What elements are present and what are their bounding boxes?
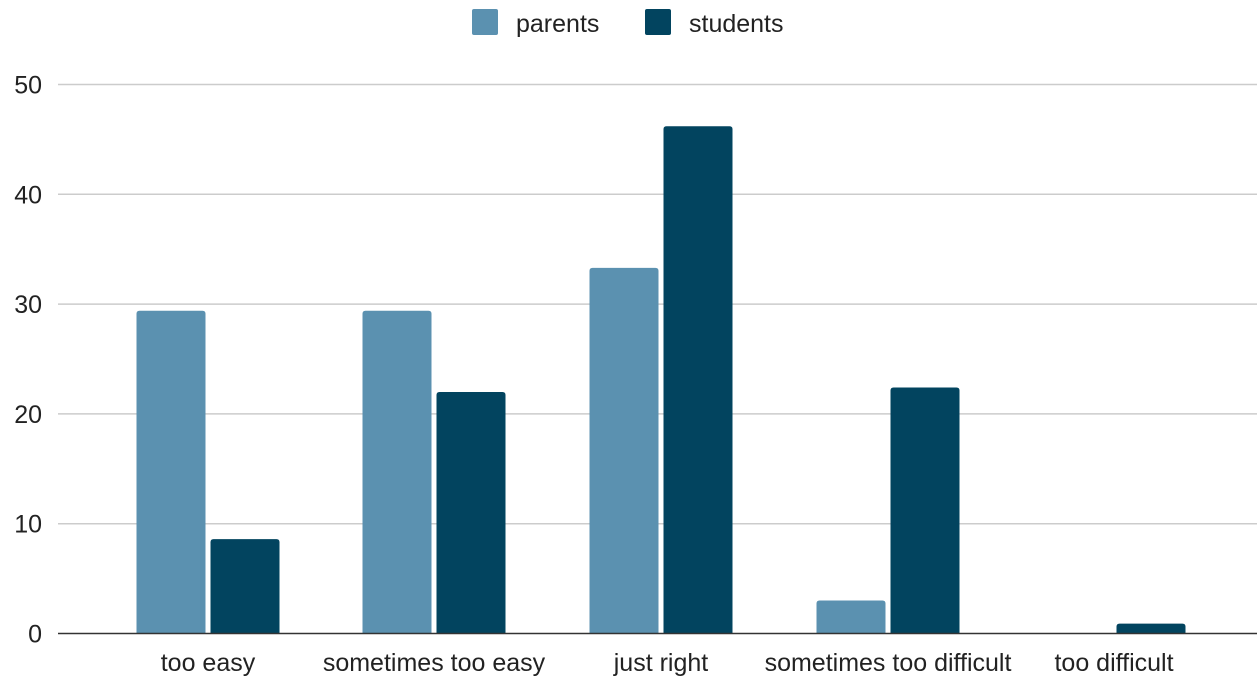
bar-students-just-right (663, 126, 733, 634)
legend-label-parents: parents (516, 10, 599, 38)
bar-students-too-difficult (1116, 623, 1186, 634)
y-tick-label: 30 (14, 291, 42, 319)
x-axis-ticks: too easy sometimes too easy just right some… (161, 649, 1174, 677)
y-tick-label: 0 (28, 621, 42, 649)
x-tick-label: just right (613, 649, 709, 677)
y-tick-label: 10 (14, 511, 42, 539)
x-tick-label: too difficult (1054, 649, 1173, 677)
y-tick-label: 40 (14, 181, 42, 209)
y-tick-label: 50 (14, 72, 42, 100)
x-tick-label: sometimes too difficult (765, 649, 1012, 677)
legend-swatch-students (645, 9, 671, 35)
bar-students-sometimes-too-easy (436, 391, 506, 634)
legend-swatch-parents (472, 9, 498, 35)
bars (136, 126, 1186, 634)
chart-legend: parents students (472, 9, 784, 38)
x-tick-label: sometimes too easy (323, 649, 546, 677)
bar-students-sometimes-too-difficult (890, 387, 960, 634)
bar-parents-just-right (589, 267, 659, 634)
bar-parents-sometimes-too-easy (362, 310, 432, 634)
bar-parents-too-easy (136, 310, 206, 634)
bar-parents-sometimes-too-difficult (816, 600, 886, 634)
y-tick-label: 20 (14, 401, 42, 429)
legend-label-students: students (689, 10, 784, 38)
bar-students-too-easy (210, 539, 280, 634)
x-tick-label: too easy (161, 649, 256, 677)
y-axis-ticks: 0 10 20 30 40 50 (14, 72, 42, 649)
